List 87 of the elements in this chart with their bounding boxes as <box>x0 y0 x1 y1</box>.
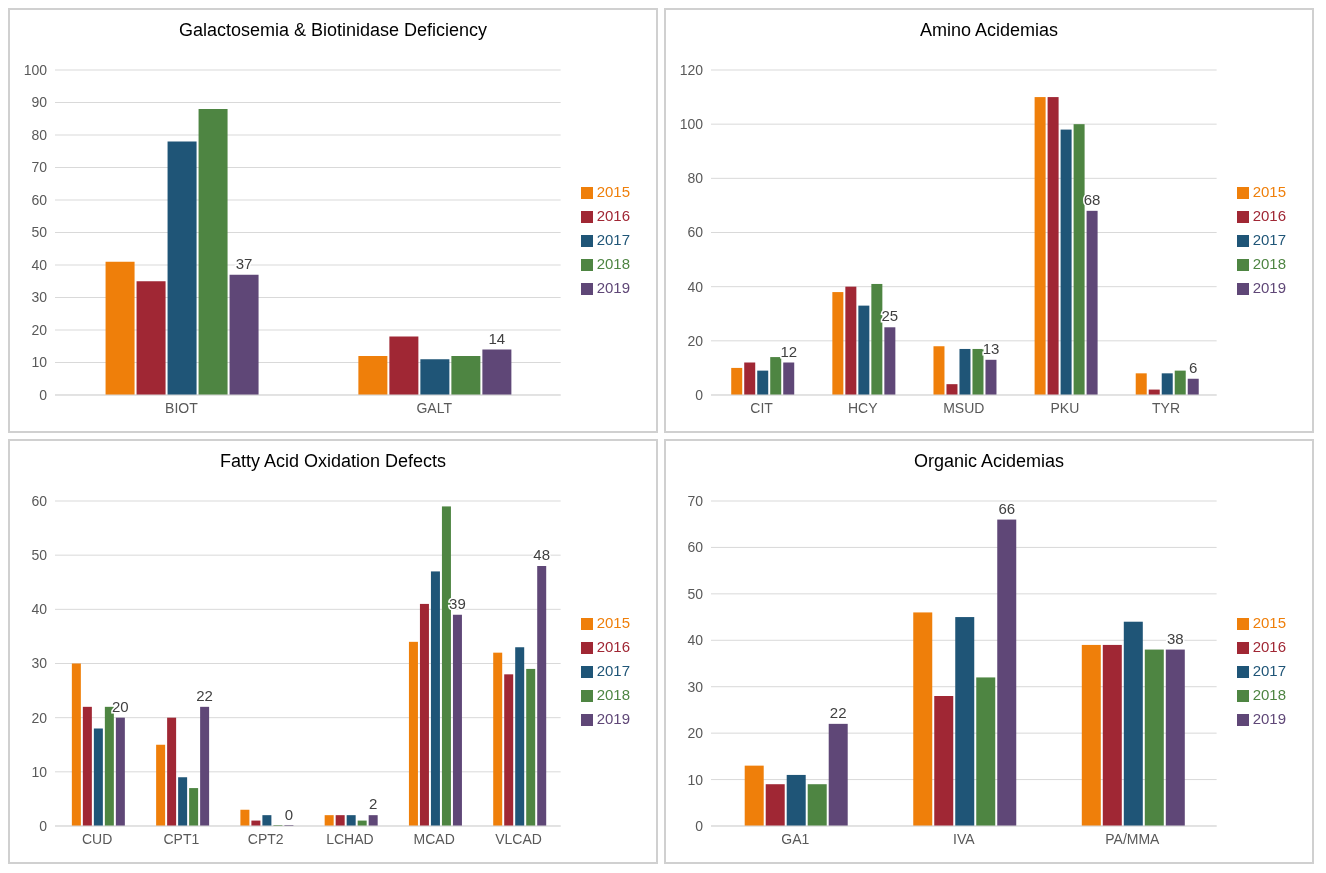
y-tick-label: 10 <box>31 763 48 780</box>
x-tick-label: MSUD <box>943 399 985 416</box>
y-tick-label: 40 <box>687 632 704 649</box>
y-tick-label: 80 <box>687 170 704 187</box>
data-label: 37 <box>235 254 253 272</box>
y-tick-label: 20 <box>687 725 704 742</box>
data-label: 22 <box>829 703 847 721</box>
x-tick-label: PA/MMA <box>1105 830 1161 847</box>
y-tick-label: 60 <box>31 191 48 208</box>
legend-label: 2018 <box>596 255 630 272</box>
x-tick-label: LCHAD <box>326 830 374 847</box>
y-tick-label: 30 <box>687 678 704 695</box>
x-tick-label: GALT <box>416 399 453 416</box>
x-tick-label: BIOT <box>165 399 199 416</box>
data-label: 25 <box>881 307 899 325</box>
legend-label: 2016 <box>596 207 630 224</box>
y-tick-label: 20 <box>31 709 48 726</box>
legend-label: 2017 <box>596 231 630 248</box>
x-tick-label: MCAD <box>413 830 455 847</box>
y-tick-label: 0 <box>39 386 48 403</box>
legend-label: 2016 <box>1252 207 1286 224</box>
y-tick-label: 40 <box>31 601 48 618</box>
y-tick-label: 50 <box>687 585 704 602</box>
data-label: 20 <box>112 697 129 715</box>
y-tick-label: 60 <box>687 539 704 556</box>
y-tick-label: 70 <box>687 492 704 509</box>
data-label: 6 <box>1189 358 1198 376</box>
chart-title: Amino Acidemias <box>918 19 1060 42</box>
x-tick-label: CPT2 <box>247 830 284 847</box>
y-tick-label: 60 <box>31 492 48 509</box>
legend-label: 2019 <box>1252 710 1286 727</box>
legend-label: 2016 <box>1252 638 1286 655</box>
y-tick-label: 30 <box>31 289 48 306</box>
legend-label: 2018 <box>596 686 630 703</box>
x-tick-label: CIT <box>750 399 774 416</box>
x-tick-label: VLCAD <box>495 830 542 847</box>
data-label: 22 <box>196 686 213 704</box>
data-label: 13 <box>982 339 1000 357</box>
y-tick-label: 10 <box>31 354 48 371</box>
x-tick-label: CPT1 <box>163 830 200 847</box>
legend-label: 2017 <box>1252 231 1286 248</box>
y-tick-label: 40 <box>687 278 704 295</box>
y-tick-label: 40 <box>31 256 48 273</box>
data-label: 66 <box>998 499 1016 517</box>
y-tick-label: 0 <box>695 817 704 834</box>
data-label: 2 <box>368 795 378 813</box>
legend-label: 2018 <box>1252 686 1286 703</box>
y-tick-label: 0 <box>695 386 704 403</box>
x-tick-label: PKU <box>1050 399 1080 416</box>
y-tick-label: 120 <box>679 61 704 78</box>
data-label: 12 <box>780 342 798 360</box>
legend-label: 2019 <box>596 279 630 296</box>
y-tick-label: 100 <box>679 116 704 133</box>
chart-title: Galactosemia & Biotinidase Deficiency <box>177 19 489 42</box>
legend-label: 2017 <box>1252 662 1286 679</box>
y-tick-label: 80 <box>31 126 48 143</box>
data-label: 0 <box>284 806 294 823</box>
x-tick-label: GA1 <box>781 830 810 847</box>
legend-label: 2016 <box>596 638 630 655</box>
y-tick-label: 30 <box>31 655 48 672</box>
y-tick-label: 90 <box>31 94 48 111</box>
legend-label: 2015 <box>1252 614 1286 631</box>
legend-label: 2019 <box>1252 279 1286 296</box>
chart-title: Fatty Acid Oxidation Defects <box>218 450 448 473</box>
chart-title: Organic Acidemias <box>912 450 1066 473</box>
x-tick-label: IVA <box>953 830 976 847</box>
data-label: 38 <box>1166 629 1184 647</box>
y-tick-label: 20 <box>31 321 48 338</box>
x-tick-label: CUD <box>81 830 113 847</box>
legend-label: 2015 <box>1252 183 1286 200</box>
legend-label: 2015 <box>596 614 630 631</box>
legend-label: 2015 <box>596 183 630 200</box>
legend-label: 2018 <box>1252 255 1286 272</box>
data-label: 48 <box>533 546 551 563</box>
data-label: 14 <box>488 329 506 347</box>
y-tick-label: 70 <box>31 159 48 176</box>
y-tick-label: 10 <box>687 771 704 788</box>
y-tick-label: 20 <box>687 332 704 349</box>
legend-label: 2017 <box>596 662 630 679</box>
y-tick-label: 100 <box>23 61 48 78</box>
y-tick-label: 50 <box>31 547 48 564</box>
x-tick-label: HCY <box>847 399 879 416</box>
legend-label: 2019 <box>596 710 630 727</box>
y-tick-label: 60 <box>687 224 704 241</box>
y-tick-label: 0 <box>39 817 48 834</box>
x-tick-label: TYR <box>1152 399 1181 416</box>
y-tick-label: 50 <box>31 224 48 241</box>
